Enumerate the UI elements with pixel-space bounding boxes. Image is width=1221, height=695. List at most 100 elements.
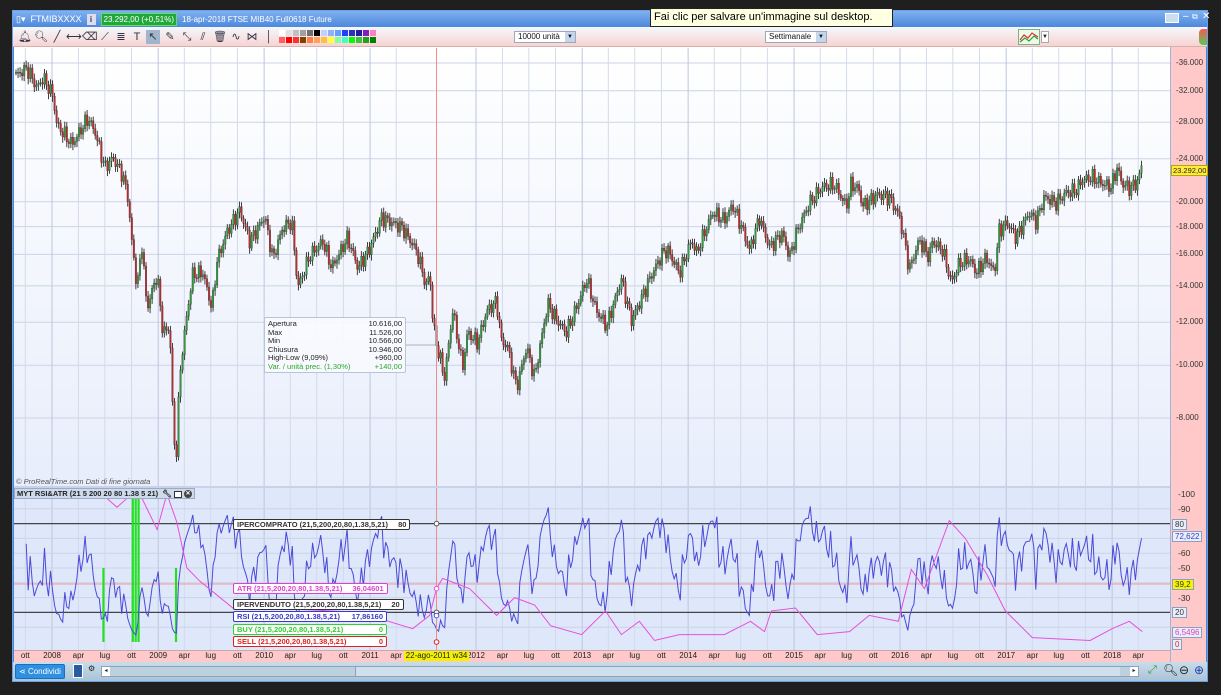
legend-item[interactable]: ATR (21,5,200,20,80,1.38,5,21) 36,04601 [233, 583, 388, 594]
legend-name: SELL (21,5,200,20,80,1.38,5,21) [237, 637, 347, 646]
text-icon[interactable]: T [133, 31, 141, 43]
trendline-icon[interactable]: ╱ [53, 31, 61, 43]
color-swatch[interactable] [335, 37, 341, 43]
symbol-name[interactable]: FTMIBXXXX [30, 14, 82, 24]
color-swatch[interactable] [286, 37, 292, 43]
indicator-tick-label: -100 [1178, 489, 1196, 499]
info-icon[interactable]: i [86, 13, 96, 25]
color-swatch[interactable] [363, 30, 369, 36]
color-swatch[interactable] [300, 37, 306, 43]
color-swatch[interactable] [300, 30, 306, 36]
price-tick-label: -28.000 [1176, 117, 1204, 127]
price-tick-label: -20.000 [1176, 196, 1204, 206]
panel-divider[interactable] [14, 486, 1170, 488]
color-swatch[interactable] [328, 37, 334, 43]
ohlc-label: Max [268, 327, 283, 337]
date-tick-label: 2008 [43, 651, 61, 660]
ohlc-label: High-Low (9,09%) [268, 353, 329, 363]
color-swatch[interactable] [286, 30, 292, 36]
segment-icon[interactable]: ⟋ [101, 31, 109, 43]
color-swatch[interactable] [335, 30, 341, 36]
close-panel-icon[interactable]: ✕ [184, 490, 192, 499]
color-swatch[interactable] [307, 30, 313, 36]
color-swatch[interactable] [356, 30, 362, 36]
auto-scale-icon[interactable]: ⤢ [1148, 664, 1157, 676]
date-axis[interactable] [14, 650, 1170, 662]
color-swatch[interactable] [321, 37, 327, 43]
price-tick-label: -8.000 [1176, 412, 1199, 422]
color-swatch[interactable] [321, 30, 327, 36]
date-tick-label: apr [496, 651, 509, 660]
date-tick-label: apr [72, 651, 85, 660]
color-swatch[interactable] [349, 37, 355, 43]
scroll-left-arrow[interactable]: ◂ [102, 667, 110, 676]
zoom-icon[interactable]: 🔍︎ [34, 31, 48, 43]
date-tick-label: 2014 [679, 651, 698, 660]
checklist-icon[interactable] [73, 664, 83, 678]
vertical-line-icon[interactable]: │ [265, 31, 273, 43]
color-swatch[interactable] [370, 37, 376, 43]
color-swatch[interactable] [314, 37, 320, 43]
horizontal-scrollbar[interactable]: ◂ ▸ [101, 666, 1139, 677]
chart-type-dropdown-icon[interactable]: ▼ [1041, 31, 1049, 43]
color-swatch[interactable] [279, 30, 285, 36]
window-icon[interactable] [173, 490, 182, 498]
zoom-in-icon[interactable]: ⊕ [1194, 663, 1205, 677]
color-swatch[interactable] [349, 30, 355, 36]
side-panel-icon[interactable] [1199, 29, 1207, 45]
horizontal-line-icon[interactable]: ⟷ [66, 31, 82, 43]
color-swatch[interactable] [279, 37, 285, 43]
chevron-down-icon: ▼ [565, 32, 575, 42]
eraser-icon[interactable]: ⌫ [82, 31, 98, 43]
color-swatch[interactable] [293, 37, 299, 43]
monitor-icon[interactable] [1165, 13, 1179, 23]
price-tick-label: -24.000 [1176, 153, 1204, 163]
legend-item[interactable]: IPERCOMPRATO (21,5,200,20,80,1.38,5,21) 8… [233, 519, 411, 530]
color-swatch[interactable] [370, 30, 376, 36]
pattern-icon[interactable]: ∿ [231, 31, 241, 43]
color-swatch[interactable] [363, 37, 369, 43]
color-swatch[interactable] [342, 37, 348, 43]
price-axis[interactable] [1170, 47, 1206, 662]
legend-item[interactable]: SELL (21,5,200,20,80,1.38,5,21) 0 [233, 636, 387, 647]
indicator-panel[interactable] [14, 488, 1170, 650]
ohlc-row: Apertura 10.616,00 [268, 319, 402, 329]
parallel-lines-icon[interactable]: ⫽ [200, 31, 206, 43]
minimize-icon[interactable]: – [1183, 11, 1189, 22]
trash-icon[interactable]: 🗑︎ [213, 31, 227, 43]
units-select[interactable]: 10000 unità ▼ [514, 31, 576, 43]
color-swatch[interactable] [293, 30, 299, 36]
ohlc-label: Chiusura [268, 344, 299, 354]
period-select[interactable]: Settimanale ▼ [765, 31, 827, 43]
color-swatch[interactable] [314, 30, 320, 36]
legend-name: BUY (21,5,200,20,80,1.38,5,21) [237, 625, 344, 634]
zoom-out-icon[interactable]: ⊖ [1179, 663, 1190, 677]
brush-icon[interactable]: ✎ [165, 31, 175, 43]
date-tick-label: 2013 [573, 651, 592, 660]
price-tick-label: -36.000 [1176, 58, 1204, 67]
color-swatch[interactable] [307, 37, 313, 43]
cycles-icon[interactable]: ⋈ [246, 31, 258, 43]
date-tick-label: lug [205, 651, 217, 660]
share-button[interactable]: ⋖ Condividi [15, 664, 65, 679]
vector-icon[interactable]: ⤡ [182, 31, 192, 43]
legend-item[interactable]: IPERVENDUTO (21,5,200,20,80,1.38,5,21) 20 [233, 599, 404, 610]
scroll-right-arrow[interactable]: ▸ [1130, 667, 1138, 676]
date-tick-label: 2018 [1103, 651, 1122, 660]
chart-window-icon[interactable]: ▯▾ [16, 13, 26, 24]
scrollbar-thumb[interactable] [355, 667, 1120, 676]
zoom-vertical-icon[interactable]: 🔍︎ [1163, 663, 1179, 677]
color-swatch[interactable] [328, 30, 334, 36]
close-icon[interactable]: ✕ [1202, 11, 1211, 22]
alert-bell-icon[interactable]: 🔔︎ [18, 31, 32, 43]
chart-type-button[interactable] [1018, 29, 1040, 45]
color-swatch[interactable] [356, 37, 362, 43]
pointer-icon[interactable]: ↖ [146, 30, 160, 44]
restore-icon[interactable]: ⧉ [1192, 12, 1198, 21]
settings-icon[interactable]: ⚙ [88, 664, 96, 673]
wrench-icon[interactable]: 🔧︎ [162, 489, 172, 498]
legend-item[interactable]: BUY (21,5,200,20,80,1.38,5,21) 0 [233, 624, 387, 635]
color-swatch[interactable] [342, 30, 348, 36]
fibonacci-icon[interactable]: ≣ [116, 31, 126, 43]
legend-item[interactable]: RSI (21,5,200,20,80,1.38,5,21) 17,86160 [233, 611, 387, 622]
